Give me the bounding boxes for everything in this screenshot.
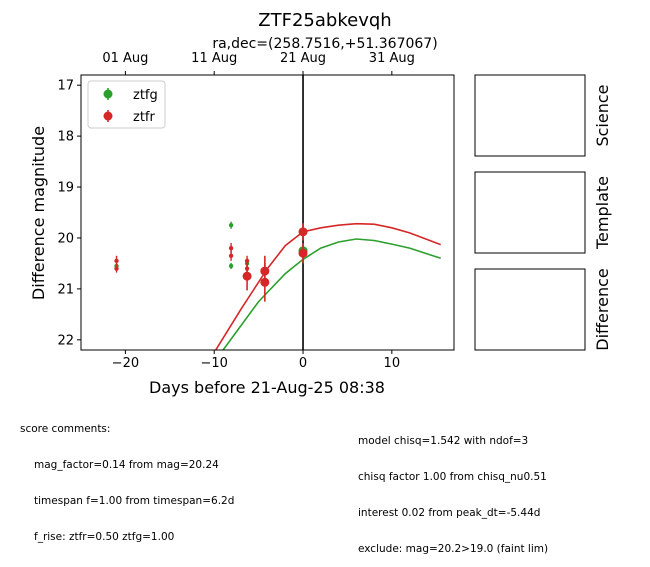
difference-label: Difference bbox=[593, 268, 612, 350]
plot-inner bbox=[114, 75, 441, 350]
legend-label-ztfg: ztfg bbox=[133, 88, 158, 103]
top-date-tick-label: 21 Aug bbox=[280, 51, 326, 66]
data-point-ztfr bbox=[228, 245, 234, 251]
model-curve-ztfr bbox=[214, 222, 441, 350]
x-axis-label: Days before 21-Aug-25 08:38 bbox=[149, 378, 385, 397]
legend-marker-ztfg bbox=[103, 89, 113, 99]
data-point-ztfr bbox=[260, 277, 270, 287]
legend-label-ztfr: ztfr bbox=[133, 110, 155, 125]
data-point-ztfr bbox=[244, 258, 250, 264]
legend: ztfg ztfr bbox=[87, 80, 166, 129]
science-label: Science bbox=[593, 84, 612, 146]
data-point-ztfr bbox=[242, 271, 252, 281]
model-comment-line: exclude: mag=20.2>19.0 (faint lim) bbox=[358, 543, 549, 555]
science-thumbnail bbox=[474, 74, 586, 157]
plot-frame bbox=[80, 74, 455, 351]
difference-thumbnail bbox=[474, 268, 586, 351]
model-comment-line: chisq factor 1.00 from chisq_nu0.51 bbox=[358, 471, 547, 483]
score-comments-heading: score comments: bbox=[20, 423, 111, 435]
y-tick-label: 18 bbox=[57, 130, 74, 145]
data-point-ztfg bbox=[228, 263, 234, 269]
x-tick-label: 10 bbox=[384, 356, 401, 371]
lightcurve-figure: ZTF25abkevqh ra,dec=(258.7516,+51.367067… bbox=[29, 10, 612, 397]
top-date-tick-label: 01 Aug bbox=[102, 51, 148, 66]
x-tick-label: 0 bbox=[299, 356, 307, 371]
score-comments: score comments: mag_factor=0.14 from mag… bbox=[20, 399, 234, 555]
top-date-tick-label: 31 Aug bbox=[369, 51, 415, 66]
legend-marker-ztfr bbox=[103, 111, 113, 121]
model-comment-line: model chisq=1.542 with ndof=3 bbox=[358, 435, 529, 447]
thumbnail-panels: Science Template Difference bbox=[474, 74, 612, 351]
score-comment-line: timespan f=1.00 from timespan=6.2d bbox=[34, 495, 235, 507]
y-tick-label: 21 bbox=[57, 282, 74, 297]
data-point-ztfr bbox=[298, 248, 308, 258]
template-label: Template bbox=[593, 176, 612, 250]
y-tick-label: 19 bbox=[57, 181, 74, 196]
y-tick-label: 17 bbox=[57, 79, 74, 94]
model-curve-ztfg bbox=[222, 238, 441, 350]
chart-subtitle: ra,dec=(258.7516,+51.367067) bbox=[212, 36, 437, 52]
data-point-ztfg bbox=[228, 223, 234, 228]
y-axis-label: Difference magnitude bbox=[29, 126, 48, 300]
data-point-ztfr bbox=[298, 227, 308, 237]
data-point-ztfr bbox=[228, 253, 234, 258]
template-thumbnail bbox=[474, 171, 586, 254]
top-date-tick-label: 11 Aug bbox=[191, 51, 237, 66]
score-comment-line: mag_factor=0.14 from mag=20.24 bbox=[34, 459, 219, 471]
y-tick-label: 20 bbox=[57, 231, 74, 246]
plot-area: −20 −10 0 10 01 Aug 11 Aug 21 Aug 31 Aug 17 18 19 2… bbox=[57, 51, 455, 371]
model-comments: model chisq=1.542 with ndof=3 chisq fact… bbox=[358, 411, 548, 567]
data-point-ztfr bbox=[114, 258, 119, 264]
chart-title: ZTF25abkevqh bbox=[258, 10, 391, 31]
y-tick-label: 22 bbox=[57, 333, 74, 348]
score-comment-line: f_rise: ztfr=0.50 ztfg=1.00 bbox=[34, 531, 175, 543]
x-tick-label: −10 bbox=[200, 356, 227, 371]
model-comment-line: interest 0.02 from peak_dt=-5.44d bbox=[358, 507, 541, 519]
x-tick-label: −20 bbox=[112, 356, 139, 371]
data-point-ztfr bbox=[114, 266, 119, 271]
